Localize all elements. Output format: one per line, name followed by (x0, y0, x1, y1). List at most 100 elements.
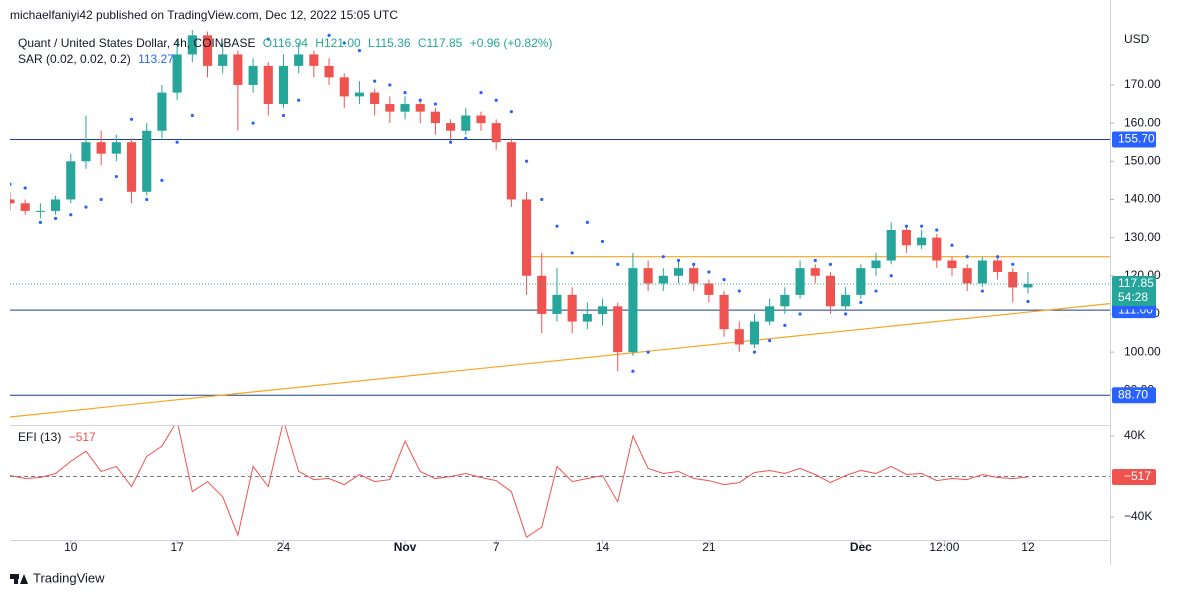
sar-dot (1011, 262, 1015, 266)
candle-body (172, 54, 182, 93)
sar-dot (281, 113, 286, 118)
sar-dot (828, 262, 833, 266)
candle-body (202, 35, 213, 66)
candle-body (749, 321, 760, 345)
candle-body (324, 65, 334, 78)
candle-body (643, 268, 653, 284)
sar-dot (859, 300, 863, 305)
ohlc-high: H121.00 (315, 36, 361, 50)
efi-last-box (1112, 469, 1156, 486)
sar-dot (145, 197, 149, 202)
candle-body (233, 54, 243, 85)
candle-body (248, 65, 258, 85)
candle-body (628, 268, 638, 353)
sar-dot (53, 216, 58, 221)
sar-dot (464, 136, 468, 140)
sar-dot (935, 228, 939, 232)
candle-body (96, 142, 106, 154)
candle-body (673, 268, 684, 276)
candle-body (1023, 283, 1033, 288)
candle-body (719, 294, 729, 330)
candle-body (947, 260, 957, 269)
y-tick-label: 170.00 (1124, 77, 1161, 91)
x-tick-label: Dec (850, 540, 872, 554)
candle-body (415, 104, 425, 112)
ohlc-low: L115.36 (368, 36, 411, 50)
candle-body (35, 210, 45, 212)
efi-tick-label: 40K (1124, 428, 1145, 442)
sar-dot (38, 220, 42, 224)
x-tick-label: 21 (702, 540, 716, 554)
x-tick-label: 12 (1021, 540, 1035, 554)
sar-dot (570, 251, 574, 255)
candle-body (795, 268, 805, 295)
x-tick-label: 7 (493, 540, 500, 554)
level-box (1112, 131, 1156, 148)
sar-dot (373, 79, 377, 83)
sar-dot (904, 224, 909, 228)
sar-value: 113.27 (138, 52, 174, 66)
candle-body (51, 199, 61, 211)
candle-body (461, 115, 471, 131)
candle-body (765, 306, 775, 322)
candle-body (901, 229, 911, 246)
efi-line (10, 426, 1029, 539)
sar-dot (190, 113, 194, 118)
candle-body (430, 111, 440, 124)
sar-dot (555, 224, 559, 228)
sar-dot (722, 277, 726, 282)
sar-dot (540, 197, 544, 202)
sar-dot (692, 262, 696, 266)
sar-dot (266, 37, 270, 41)
sar-dot (920, 224, 924, 228)
sar-dot (995, 255, 1000, 259)
candle-body (522, 199, 532, 276)
sar-dot (388, 83, 392, 87)
sar-dot (449, 140, 453, 144)
candle-body (20, 203, 30, 211)
sar-dot (509, 110, 513, 114)
y-tick-label: 100.00 (1124, 344, 1161, 358)
sar-dot (768, 339, 772, 343)
candle-body (977, 260, 987, 284)
candle-body (810, 268, 820, 276)
candle-body (704, 283, 714, 295)
sar-dot (585, 220, 589, 224)
y-tick-label: 160.00 (1124, 115, 1161, 129)
countdown-label: 54:28 (1118, 290, 1148, 304)
candle-body (385, 104, 395, 112)
sar-dot (114, 174, 118, 179)
candle-body (111, 142, 121, 154)
candle-body (886, 229, 896, 261)
candle-body (613, 306, 623, 353)
candle-body (506, 142, 516, 200)
trend-line (10, 303, 1110, 418)
sar-dot (600, 239, 605, 244)
candle-body (932, 237, 942, 261)
sar-dot (175, 140, 179, 144)
sar-dot (616, 262, 620, 266)
sar-dot (342, 41, 346, 45)
candle-body (218, 54, 228, 66)
sar-dot (129, 117, 134, 121)
candle-body (658, 275, 668, 284)
candle-body (567, 294, 577, 322)
sar-dot (646, 350, 650, 354)
candle-body (400, 104, 410, 112)
sar-dot (357, 49, 362, 53)
sar-dot (889, 274, 893, 278)
sar-dot (479, 90, 483, 95)
sar-name: SAR (0.02, 0.02, 0.2) (18, 52, 131, 66)
candle-body (157, 92, 167, 131)
sar-dot (297, 98, 301, 102)
efi-last-label: −517 (1124, 469, 1151, 483)
last-price-box (1112, 275, 1156, 306)
candle-body (597, 306, 608, 314)
sar-dot (661, 255, 665, 259)
y-tick-label: 140.00 (1124, 192, 1161, 206)
sar-dot (874, 289, 878, 293)
candle-body (552, 294, 562, 314)
sar-dot (84, 205, 88, 209)
candle-body (825, 275, 835, 307)
efi-tick-label: −40K (1124, 509, 1152, 523)
